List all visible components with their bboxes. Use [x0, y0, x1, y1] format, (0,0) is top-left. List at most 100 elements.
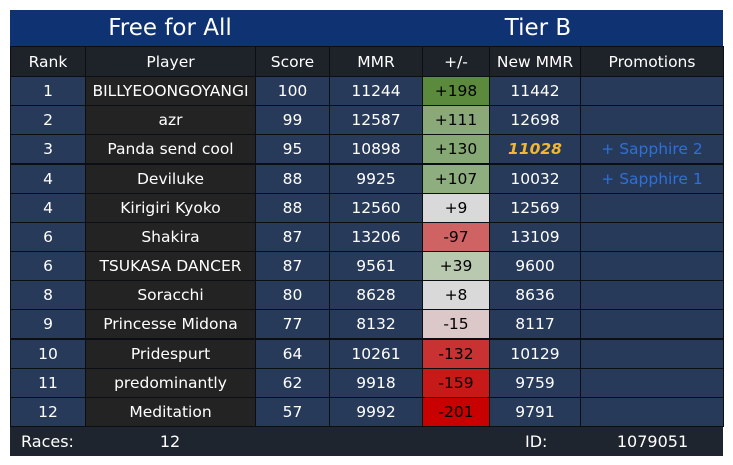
- rank-cell: 4: [10, 192, 86, 223]
- score-cell: 100: [255, 76, 330, 107]
- new-mmr-cell: 9600: [489, 251, 581, 282]
- new-mmr-cell: 12698: [489, 105, 581, 136]
- delta-cell: +107: [422, 163, 490, 194]
- mmr-cell: 10261: [329, 338, 423, 369]
- promotion-cell: [580, 396, 724, 427]
- score-cell: 77: [255, 309, 330, 340]
- rank-cell: 2: [10, 105, 86, 136]
- new-mmr-cell: 11028: [489, 134, 581, 165]
- footer-bar: [10, 426, 723, 456]
- rank-cell: 6: [10, 251, 86, 282]
- player-cell: Princesse Midona: [85, 309, 256, 340]
- delta-cell: +39: [422, 251, 490, 282]
- promotion-cell: [580, 251, 724, 282]
- races-label: Races:: [21, 431, 74, 451]
- rank-cell: 4: [10, 163, 86, 194]
- rank-cell: 1: [10, 76, 86, 107]
- new-mmr-cell: 12569: [489, 192, 581, 223]
- column-header: Player: [85, 46, 256, 77]
- score-cell: 64: [255, 338, 330, 369]
- player-cell: Panda send cool: [85, 134, 256, 165]
- new-mmr-cell: 11442: [489, 76, 581, 107]
- new-mmr-cell: 9759: [489, 367, 581, 398]
- column-header: +/-: [422, 46, 490, 77]
- id-label: ID:: [525, 431, 548, 451]
- player-cell: Shakira: [85, 221, 256, 252]
- promotion-cell: [580, 338, 724, 369]
- tier-title: Tier B: [504, 15, 572, 41]
- rank-cell: 3: [10, 134, 86, 165]
- new-mmr-cell: 8636: [489, 280, 581, 311]
- rank-cell: 11: [10, 367, 86, 398]
- column-header: Rank: [10, 46, 86, 77]
- mmr-cell: 9992: [329, 396, 423, 427]
- score-cell: 80: [255, 280, 330, 311]
- promotion-cell: [580, 76, 724, 107]
- score-cell: 62: [255, 367, 330, 398]
- rank-cell: 6: [10, 221, 86, 252]
- new-mmr-cell: 10129: [489, 338, 581, 369]
- promotion-cell: [580, 309, 724, 340]
- mmr-cell: 12560: [329, 192, 423, 223]
- new-mmr-cell: 8117: [489, 309, 581, 340]
- player-cell: Kirigiri Kyoko: [85, 192, 256, 223]
- mmr-cell: 8132: [329, 309, 423, 340]
- mmr-cell: 9561: [329, 251, 423, 282]
- player-cell: Meditation: [85, 396, 256, 427]
- player-cell: predominantly: [85, 367, 256, 398]
- promotion-cell: [580, 221, 724, 252]
- delta-cell: -159: [422, 367, 490, 398]
- delta-cell: -15: [422, 309, 490, 340]
- score-cell: 99: [255, 105, 330, 136]
- column-header: New MMR: [489, 46, 581, 77]
- new-mmr-cell: 9791: [489, 396, 581, 427]
- delta-cell: -97: [422, 221, 490, 252]
- delta-cell: -201: [422, 396, 490, 427]
- races-value: 12: [159, 431, 181, 451]
- promotion-cell: [580, 192, 724, 223]
- mmr-cell: 8628: [329, 280, 423, 311]
- promotion-cell: + Sapphire 2: [580, 134, 724, 165]
- mmr-cell: 9925: [329, 163, 423, 194]
- column-header: Promotions: [580, 46, 724, 77]
- promotion-cell: + Sapphire 1: [580, 163, 724, 194]
- promotion-cell: [580, 105, 724, 136]
- mmr-cell: 10898: [329, 134, 423, 165]
- rank-cell: 9: [10, 309, 86, 340]
- score-cell: 87: [255, 221, 330, 252]
- rank-cell: 12: [10, 396, 86, 427]
- delta-cell: +9: [422, 192, 490, 223]
- mmr-cell: 13206: [329, 221, 423, 252]
- player-cell: Pridespurt: [85, 338, 256, 369]
- promotion-cell: [580, 367, 724, 398]
- player-cell: BILLYEOONGOYANGI: [85, 76, 256, 107]
- player-cell: Deviluke: [85, 163, 256, 194]
- score-cell: 87: [255, 251, 330, 282]
- header-bar: [10, 10, 723, 46]
- delta-cell: +198: [422, 76, 490, 107]
- format-title: Free for All: [108, 15, 232, 41]
- score-cell: 88: [255, 192, 330, 223]
- delta-cell: +111: [422, 105, 490, 136]
- player-cell: TSUKASA DANCER: [85, 251, 256, 282]
- player-cell: azr: [85, 105, 256, 136]
- delta-cell: +8: [422, 280, 490, 311]
- delta-cell: -132: [422, 338, 490, 369]
- score-cell: 95: [255, 134, 330, 165]
- rank-cell: 10: [10, 338, 86, 369]
- new-mmr-cell: 13109: [489, 221, 581, 252]
- column-header: Score: [255, 46, 330, 77]
- score-cell: 57: [255, 396, 330, 427]
- column-header: MMR: [329, 46, 423, 77]
- score-cell: 88: [255, 163, 330, 194]
- delta-cell: +130: [422, 134, 490, 165]
- mmr-cell: 12587: [329, 105, 423, 136]
- mmr-cell: 11244: [329, 76, 423, 107]
- id-value: 1079051: [616, 431, 689, 451]
- promotion-cell: [580, 280, 724, 311]
- player-cell: Soracchi: [85, 280, 256, 311]
- mmr-cell: 9918: [329, 367, 423, 398]
- new-mmr-cell: 10032: [489, 163, 581, 194]
- rank-cell: 8: [10, 280, 86, 311]
